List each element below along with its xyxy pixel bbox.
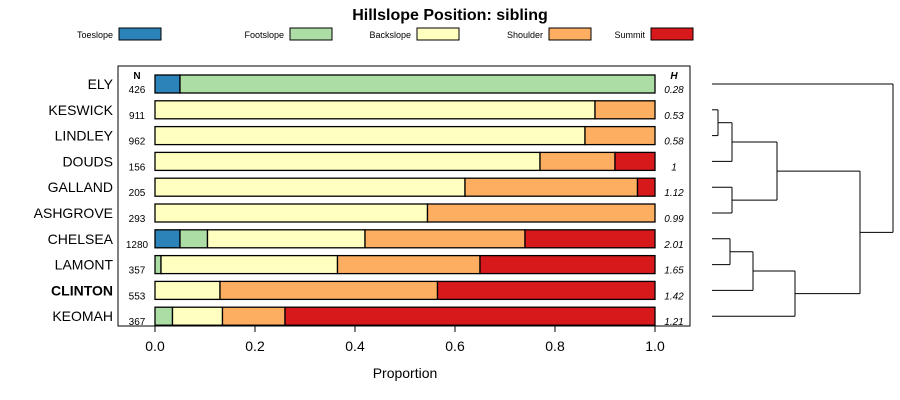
- bar-lamont-shoulder: [336, 254, 481, 275]
- row-label-lamont: LAMONT: [55, 257, 114, 273]
- legend: Toeslope Footslope Backslope Shoulder Summit: [77, 27, 694, 41]
- row-ely: ELY 426 0.28: [88, 74, 684, 96]
- bar-ely-toeslope: [154, 74, 181, 94]
- row-label-douds: DOUDS: [62, 153, 113, 169]
- h-value-galland: 1.12: [664, 188, 684, 199]
- bar-lamont-summit: [479, 254, 656, 275]
- legend-swatch-backslope: [416, 27, 460, 41]
- row-label-keswick: KESWICK: [48, 102, 113, 118]
- bar-galland-shoulder: [464, 177, 639, 197]
- x-tick-label-0-0: 0.0: [145, 338, 165, 354]
- n-value-ely: 426: [129, 85, 146, 96]
- row-label-clinton: CLINTON: [51, 282, 113, 298]
- row-label-galland: GALLAND: [48, 179, 113, 195]
- chart-title: Hillslope Position: sibling: [352, 7, 548, 24]
- row-label-keomah: KEOMAH: [52, 308, 113, 324]
- x-tick-label-0-8: 0.8: [545, 338, 565, 354]
- h-value-lindley: 0.58: [664, 137, 684, 148]
- legend-label-footslope: Footslope: [244, 30, 284, 40]
- x-axis: 0.0 0.2 0.4 0.6 0.8 1.0: [145, 326, 665, 354]
- bar-keomah-summit: [284, 306, 656, 326]
- h-value-ashgrove: 0.99: [664, 214, 684, 225]
- bar-douds-summit: [614, 151, 656, 172]
- h-value-clinton: 1.42: [664, 291, 684, 302]
- bar-ashgrove-shoulder: [426, 203, 656, 223]
- bar-galland-backslope: [154, 177, 466, 197]
- legend-swatch-summit: [650, 27, 694, 41]
- legend-label-shoulder: Shoulder: [507, 30, 543, 40]
- plot-frame: [117, 65, 691, 327]
- bar-chelsea-shoulder: [364, 229, 526, 249]
- bar-douds-backslope: [154, 151, 541, 172]
- h-value-keomah: 1.21: [664, 317, 683, 328]
- row-keswick: KESWICK 911 0.53: [48, 100, 684, 122]
- bar-keomah-backslope: [171, 306, 224, 326]
- n-value-keswick: 911: [129, 111, 145, 122]
- h-value-keswick: 0.53: [664, 111, 684, 122]
- n-value-lindley: 962: [129, 137, 146, 148]
- legend-swatch-shoulder: [548, 27, 592, 41]
- n-value-galland: 205: [129, 188, 146, 199]
- row-label-chelsea: CHELSEA: [48, 231, 114, 247]
- h-value-chelsea: 2.01: [663, 240, 683, 251]
- row-label-ely: ELY: [88, 76, 114, 92]
- x-tick-label-0-4: 0.4: [345, 338, 365, 354]
- n-value-clinton: 553: [129, 291, 146, 302]
- row-clinton: CLINTON 553 1.42: [51, 280, 684, 302]
- h-value-lamont: 1.65: [664, 266, 684, 277]
- bar-keswick-backslope: [154, 100, 596, 120]
- x-tick-label-0-2: 0.2: [245, 338, 265, 354]
- bar-clinton-backslope: [154, 280, 221, 301]
- h-column-header: H: [670, 71, 678, 82]
- bar-chelsea-toeslope: [154, 229, 181, 249]
- legend-label-toeslope: Toeslope: [77, 30, 113, 40]
- bar-keomah-footslope: [154, 306, 174, 326]
- bar-rows: ELY 426 0.28 KESWICK 911 0.53 LINDLEY 962 0.58 DO…: [34, 74, 684, 328]
- bar-chelsea-backslope: [206, 229, 366, 249]
- legend-label-backslope: Backslope: [369, 30, 411, 40]
- row-douds: DOUDS 156 1: [62, 151, 677, 173]
- bar-chelsea-footslope: [179, 229, 209, 249]
- row-lamont: LAMONT 357 1.65: [55, 254, 684, 277]
- bar-clinton-shoulder: [219, 280, 439, 301]
- bar-lamont-backslope: [160, 254, 339, 275]
- n-column-header: N: [133, 71, 140, 82]
- bar-chelsea-summit: [524, 229, 656, 249]
- n-value-chelsea: 1280: [126, 240, 149, 251]
- bar-lindley-shoulder: [584, 125, 656, 146]
- x-tick-label-0-6: 0.6: [445, 338, 465, 354]
- legend-label-summit: Summit: [614, 30, 645, 40]
- dendrogram: [712, 83, 894, 317]
- bar-keomah-shoulder: [221, 306, 286, 326]
- n-value-douds: 156: [129, 162, 146, 173]
- n-value-keomah: 367: [129, 317, 146, 328]
- bar-keswick-shoulder: [594, 100, 656, 120]
- bar-douds-shoulder: [539, 151, 616, 172]
- bar-clinton-summit: [436, 280, 656, 301]
- row-ashgrove: ASHGROVE 293 0.99: [34, 203, 684, 225]
- n-value-lamont: 357: [129, 266, 146, 277]
- bar-lindley-backslope: [154, 125, 586, 146]
- row-chelsea: CHELSEA 1280 2.01: [48, 229, 684, 251]
- legend-swatch-toeslope: [118, 27, 162, 41]
- bar-galland-summit: [636, 177, 656, 197]
- legend-swatch-footslope: [289, 27, 333, 41]
- x-axis-label: Proportion: [373, 365, 438, 381]
- x-tick-label-1-0: 1.0: [645, 338, 665, 354]
- row-label-lindley: LINDLEY: [55, 128, 114, 144]
- row-keomah: KEOMAH 367 1.21: [52, 306, 684, 328]
- row-galland: GALLAND 205 1.12: [48, 177, 684, 199]
- row-label-ashgrove: ASHGROVE: [34, 205, 113, 221]
- row-lindley: LINDLEY 962 0.58: [55, 125, 684, 148]
- h-value-ely: 0.28: [664, 85, 684, 96]
- h-value-douds: 1: [671, 162, 677, 173]
- n-value-ashgrove: 293: [129, 214, 146, 225]
- bar-ely-footslope: [179, 74, 656, 94]
- bar-lamont-footslope: [154, 254, 162, 275]
- bar-ashgrove-backslope: [154, 203, 429, 223]
